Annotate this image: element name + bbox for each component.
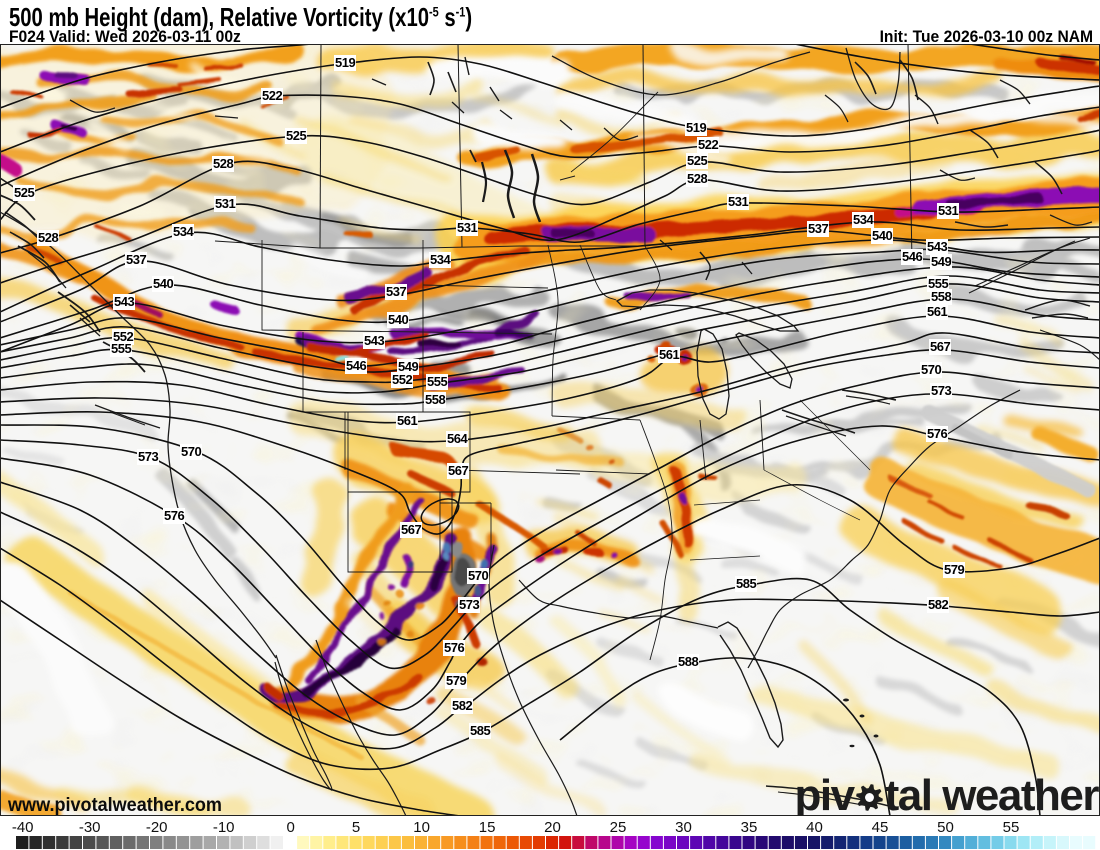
svg-text:0: 0 — [287, 819, 295, 836]
svg-text:-10: -10 — [213, 819, 235, 836]
svg-text:45: 45 — [872, 819, 889, 836]
svg-text:50: 50 — [937, 819, 954, 836]
svg-text:10: 10 — [413, 819, 430, 836]
svg-text:-20: -20 — [146, 819, 168, 836]
svg-text:25: 25 — [610, 819, 627, 836]
svg-text:35: 35 — [741, 819, 758, 836]
svg-text:15: 15 — [479, 819, 496, 836]
svg-text:20: 20 — [544, 819, 561, 836]
svg-text:40: 40 — [806, 819, 823, 836]
svg-text:30: 30 — [675, 819, 692, 836]
svg-text:-40: -40 — [12, 819, 34, 836]
svg-text:55: 55 — [1003, 819, 1020, 836]
svg-text:-30: -30 — [79, 819, 101, 836]
svg-text:5: 5 — [352, 819, 360, 836]
